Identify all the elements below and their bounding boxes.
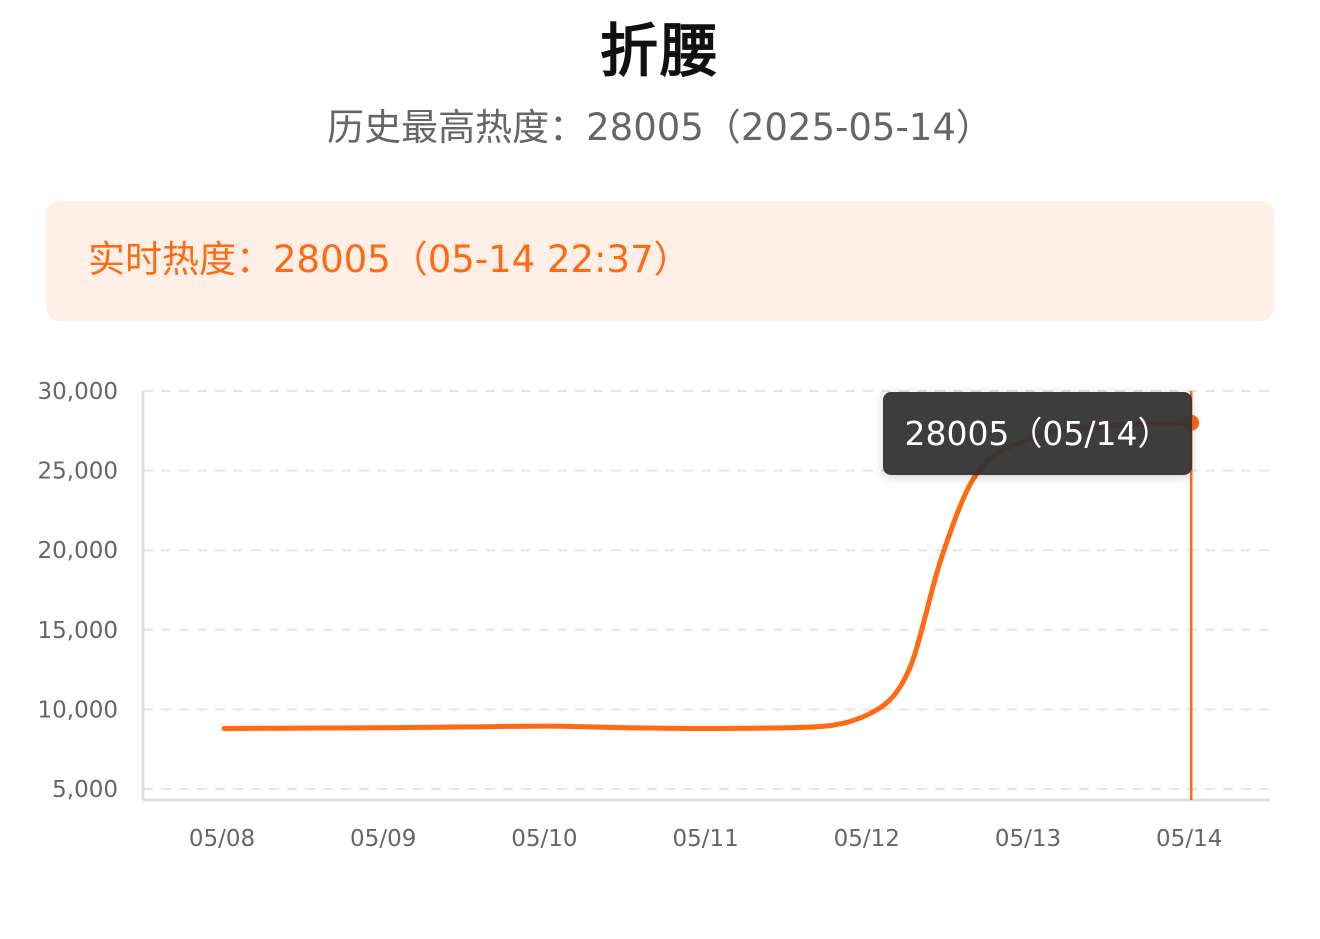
- chart-tooltip: 28005（05/14）: [883, 392, 1192, 475]
- x-tick-label: 05/14: [1156, 826, 1222, 852]
- x-tick-label: 05/08: [189, 826, 255, 852]
- realtime-heat-text: 实时热度：28005（05-14 22:37）: [88, 238, 691, 281]
- x-tick-label: 05/13: [995, 826, 1061, 852]
- y-tick-label: 15,000: [38, 618, 118, 644]
- y-tick-label: 25,000: [38, 459, 118, 485]
- y-tick-label: 30,000: [38, 379, 118, 405]
- realtime-heat-banner: 实时热度：28005（05-14 22:37）: [46, 201, 1274, 321]
- y-tick-label: 20,000: [38, 538, 118, 564]
- x-tick-label: 05/09: [350, 826, 416, 852]
- y-tick-label: 10,000: [38, 697, 118, 723]
- x-tick-label: 05/10: [511, 826, 577, 852]
- y-tick-label: 5,000: [52, 777, 118, 803]
- page-title: 折腰: [599, 17, 720, 85]
- history-peak-text: 历史最高热度：28005（2025-05-14）: [327, 106, 993, 149]
- x-tick-label: 05/12: [834, 826, 900, 852]
- x-tick-label: 05/11: [672, 826, 738, 852]
